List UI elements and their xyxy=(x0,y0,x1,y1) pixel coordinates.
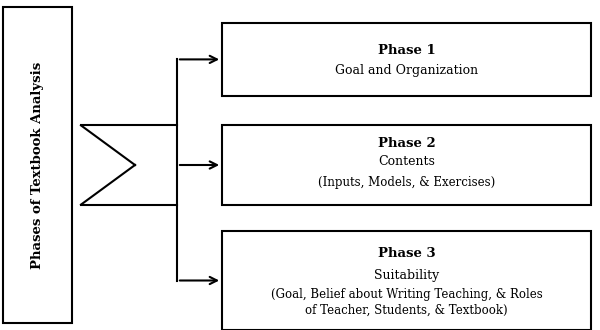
Text: Contents: Contents xyxy=(378,154,435,168)
Text: Phase 1: Phase 1 xyxy=(377,44,436,57)
Text: Suitability: Suitability xyxy=(374,269,439,282)
Text: Phase 3: Phase 3 xyxy=(377,247,436,260)
Text: Goal and Organization: Goal and Organization xyxy=(335,64,478,77)
Bar xyxy=(222,231,591,330)
Bar xyxy=(222,23,591,96)
Text: (Inputs, Models, & Exercises): (Inputs, Models, & Exercises) xyxy=(318,176,495,189)
Bar xyxy=(3,7,72,323)
Bar xyxy=(222,125,591,205)
Text: Phase 2: Phase 2 xyxy=(377,137,436,150)
Text: Phases of Textbook Analysis: Phases of Textbook Analysis xyxy=(31,61,44,269)
Text: (Goal, Belief about Writing Teaching, & Roles
of Teacher, Students, & Textbook): (Goal, Belief about Writing Teaching, & … xyxy=(271,288,542,316)
